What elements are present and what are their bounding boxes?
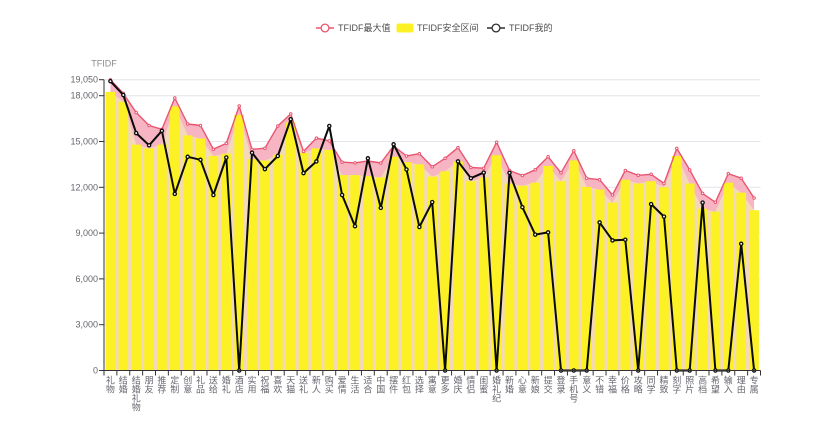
svg-text:幸福: 幸福 xyxy=(608,376,617,395)
svg-text:寓意: 寓意 xyxy=(428,375,437,395)
svg-text:礼物: 礼物 xyxy=(106,375,115,395)
svg-text:价格: 价格 xyxy=(621,376,630,395)
svg-text:同学: 同学 xyxy=(647,376,656,395)
svg-text:中国: 中国 xyxy=(376,375,385,395)
svg-text:TFIDF: TFIDF xyxy=(91,59,117,69)
svg-text:新娘: 新娘 xyxy=(531,375,540,395)
svg-text:登录: 登录 xyxy=(556,376,565,395)
svg-text:理由: 理由 xyxy=(737,376,746,395)
svg-text:生活: 生活 xyxy=(350,375,359,395)
svg-text:送礼: 送礼 xyxy=(299,375,308,395)
svg-text:TFIDF最大值: TFIDF最大值 xyxy=(338,22,391,33)
svg-text:适合: 适合 xyxy=(363,376,372,395)
svg-text:不错: 不错 xyxy=(595,376,604,395)
svg-text:定制: 定制 xyxy=(170,375,179,395)
svg-text:希望: 希望 xyxy=(711,375,720,395)
svg-text:祝福: 祝福 xyxy=(260,375,269,395)
svg-text:酒店: 酒店 xyxy=(235,376,244,395)
svg-text:婚庆: 婚庆 xyxy=(453,375,462,395)
svg-text:新人: 新人 xyxy=(312,375,321,395)
svg-text:9,000: 9,000 xyxy=(75,228,98,238)
svg-text:专属: 专属 xyxy=(750,375,759,395)
svg-text:提交: 提交 xyxy=(544,376,553,395)
svg-text:实用: 实用 xyxy=(247,375,256,395)
svg-text:创意: 创意 xyxy=(183,375,192,395)
svg-text:TFIDF我的: TFIDF我的 xyxy=(509,22,553,33)
svg-text:0: 0 xyxy=(93,366,98,376)
svg-text:情侣: 情侣 xyxy=(466,375,475,395)
svg-text:购买: 购买 xyxy=(325,375,334,395)
svg-text:输入: 输入 xyxy=(724,375,733,395)
svg-text:照片: 照片 xyxy=(685,376,694,395)
svg-text:天猫: 天猫 xyxy=(286,376,295,395)
svg-text:新婚: 新婚 xyxy=(505,375,514,395)
svg-text:攻略: 攻略 xyxy=(634,375,643,395)
svg-text:礼品: 礼品 xyxy=(196,375,205,395)
svg-text:15,000: 15,000 xyxy=(70,137,98,147)
svg-text:选择: 选择 xyxy=(415,375,424,395)
svg-text:更多: 更多 xyxy=(441,376,450,395)
svg-text:喜欢: 喜欢 xyxy=(273,375,282,395)
svg-text:闺蜜: 闺蜜 xyxy=(479,376,488,395)
svg-text:爱情: 爱情 xyxy=(338,376,347,395)
svg-text:红包: 红包 xyxy=(402,375,411,395)
svg-text:意义: 意义 xyxy=(582,375,591,395)
svg-text:3,000: 3,000 xyxy=(75,320,98,330)
svg-text:18,000: 18,000 xyxy=(70,91,98,101)
svg-text:精致: 精致 xyxy=(659,375,668,395)
svg-text:6,000: 6,000 xyxy=(75,274,98,284)
svg-text:TFIDF安全区间: TFIDF安全区间 xyxy=(417,22,479,33)
svg-text:结婚礼物: 结婚礼物 xyxy=(132,375,141,413)
svg-text:心意: 心意 xyxy=(518,376,527,395)
svg-text:摆件: 摆件 xyxy=(389,375,398,395)
svg-text:高档: 高档 xyxy=(698,375,707,395)
svg-text:12,000: 12,000 xyxy=(70,182,98,192)
svg-text:结婚: 结婚 xyxy=(119,375,128,395)
svg-text:19,050: 19,050 xyxy=(70,75,98,85)
svg-text:刻字: 刻字 xyxy=(672,375,681,395)
svg-text:朋友: 朋友 xyxy=(145,376,154,395)
svg-text:婚礼: 婚礼 xyxy=(222,375,231,395)
svg-text:手机号: 手机号 xyxy=(569,375,578,404)
svg-text:推荐: 推荐 xyxy=(157,375,166,395)
svg-text:婚礼纪: 婚礼纪 xyxy=(492,375,501,404)
svg-text:送给: 送给 xyxy=(209,375,218,395)
